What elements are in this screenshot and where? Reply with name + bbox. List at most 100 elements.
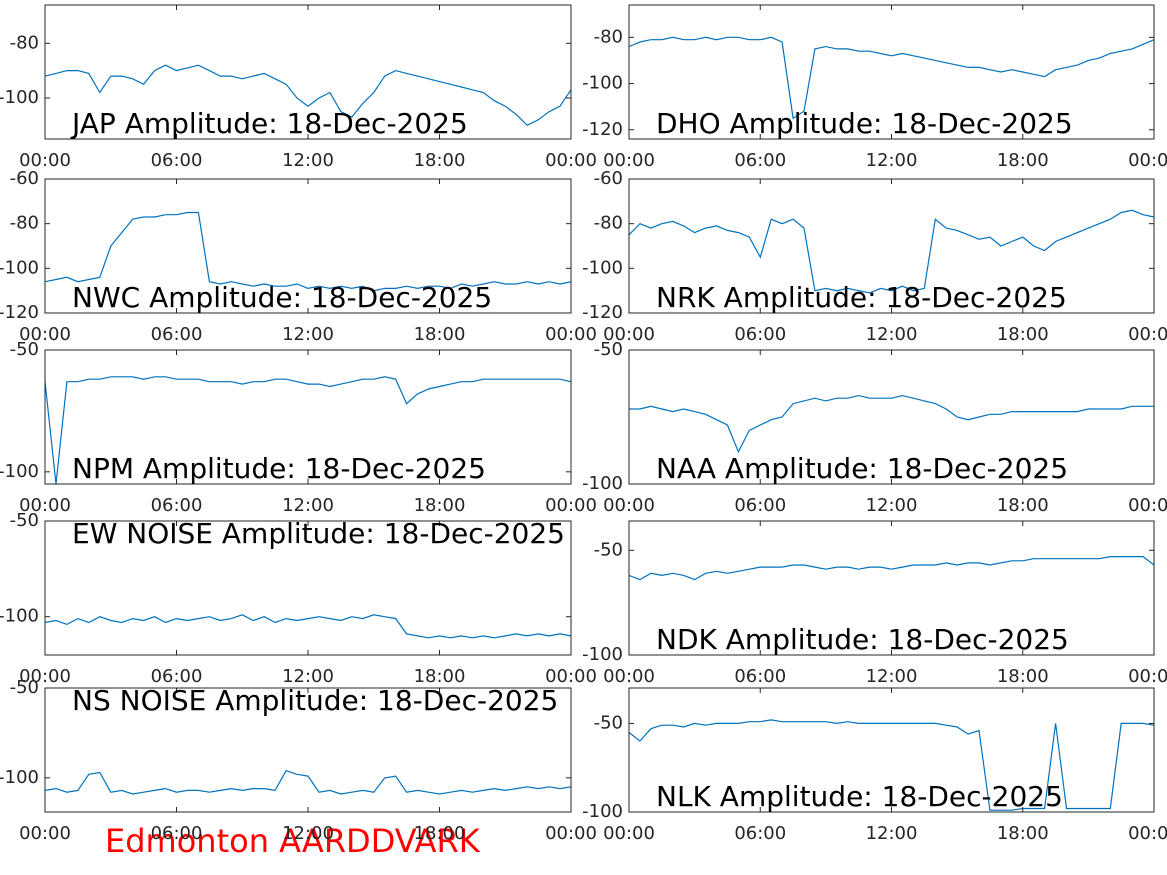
y-tick-label: -100 [582,801,623,822]
x-tick-label: 18:00 [997,495,1049,516]
x-tick-label: 06:00 [734,324,786,345]
x-tick-label: 18:00 [414,666,466,687]
x-tick-label: 12:00 [866,150,918,171]
y-tick-label: -50 [594,339,623,360]
x-tick-label: 00:00 [545,823,597,844]
x-tick-label: 18:00 [997,823,1049,844]
x-tick-label: 12:00 [282,495,334,516]
x-tick-label: 12:00 [866,495,918,516]
x-tick-label: 00:00 [1128,495,1167,516]
x-tick-label: 12:00 [866,823,918,844]
x-tick-label: 06:00 [734,823,786,844]
x-tick-label: 06:00 [151,495,203,516]
x-tick-label: 18:00 [997,666,1049,687]
series-line [629,209,1154,294]
x-tick-label: 00:00 [1128,823,1167,844]
y-tick-label: -80 [594,26,623,47]
x-tick-label: 18:00 [414,150,466,171]
x-tick-label: 18:00 [414,823,466,844]
x-tick-label: 00:00 [19,666,71,687]
y-tick-label: -50 [594,539,623,560]
y-tick-label: -100 [582,644,623,665]
plot-area [629,394,1154,454]
y-tick-label: -100 [0,606,39,627]
x-tick-label: 12:00 [282,324,334,345]
chart-title: NAA Amplitude: 18-Dec-2025 [656,452,1068,485]
y-tick-label: -100 [0,767,39,788]
y-tick-label: -120 [582,119,623,140]
plot-area [45,614,571,639]
y-tick-label: -100 [582,73,623,94]
series-line [45,376,571,484]
x-tick-label: 06:00 [734,666,786,687]
x-tick-label: 00:00 [19,495,71,516]
chart-title: NDK Amplitude: 18-Dec-2025 [656,623,1069,656]
series-line [629,719,1154,811]
x-tick-label: 00:00 [1128,666,1167,687]
x-tick-label: 18:00 [414,495,466,516]
y-tick-label: -60 [594,168,623,189]
y-tick-label: -100 [0,461,39,482]
series-line [629,556,1154,581]
series-line [45,64,571,127]
plot-area [45,376,571,484]
footer: Edmonton AARDDVARK [105,822,481,860]
y-tick-label: -50 [10,677,39,698]
plot-area [629,209,1154,294]
y-tick-label: -100 [0,257,39,278]
x-tick-label: 00:00 [19,823,71,844]
x-tick-label: 06:00 [734,150,786,171]
y-tick-label: -120 [0,302,39,323]
chart-title: NLK Amplitude: 18-Dec-2025 [656,780,1063,813]
plot-area [45,211,571,292]
x-tick-label: 06:00 [151,150,203,171]
x-tick-label: 12:00 [282,150,334,171]
series-line [45,614,571,639]
x-tick-label: 12:00 [866,666,918,687]
x-tick-label: 00:00 [603,823,655,844]
chart-title: NRK Amplitude: 18-Dec-2025 [656,281,1067,314]
y-tick-label: -100 [582,257,623,278]
x-tick-label: 18:00 [997,324,1049,345]
y-tick-label: -100 [0,87,39,108]
plot-area [629,719,1154,811]
x-tick-label: 18:00 [997,150,1049,171]
y-tick-label: -80 [10,32,39,53]
series-line [629,36,1154,120]
chart-title: EW NOISE Amplitude: 18-Dec-2025 [72,517,565,550]
chart-title: DHO Amplitude: 18-Dec-2025 [656,107,1073,140]
plot-area [45,64,571,127]
series-line [629,394,1154,454]
x-tick-label: 00:00 [1128,150,1167,171]
x-tick-label: 06:00 [151,823,203,844]
x-tick-label: 00:00 [1128,324,1167,345]
x-tick-label: 12:00 [866,324,918,345]
x-tick-label: 00:00 [545,150,597,171]
series-line [45,211,571,292]
x-tick-label: 06:00 [151,666,203,687]
y-tick-label: -120 [582,302,623,323]
x-tick-label: 00:00 [603,324,655,345]
x-tick-label: 00:00 [19,324,71,345]
y-tick-label: -50 [10,510,39,531]
chart-title: NPM Amplitude: 18-Dec-2025 [72,452,486,485]
y-tick-label: -100 [582,473,623,494]
plot-area [629,556,1154,581]
x-tick-label: 06:00 [734,495,786,516]
series-line [45,769,571,795]
x-tick-label: 06:00 [151,324,203,345]
chart-title: NWC Amplitude: 18-Dec-2025 [72,281,492,314]
y-tick-label: -50 [10,339,39,360]
x-tick-label: 00:00 [545,495,597,516]
x-tick-label: 00:00 [545,666,597,687]
y-tick-label: -60 [10,168,39,189]
chart-title: NS NOISE Amplitude: 18-Dec-2025 [72,684,558,717]
plot-area [629,36,1154,120]
x-tick-label: 18:00 [414,324,466,345]
x-tick-label: 12:00 [282,666,334,687]
x-tick-label: 00:00 [603,495,655,516]
y-tick-label: -80 [10,213,39,234]
x-tick-label: 00:00 [19,150,71,171]
x-tick-label: 12:00 [282,823,334,844]
